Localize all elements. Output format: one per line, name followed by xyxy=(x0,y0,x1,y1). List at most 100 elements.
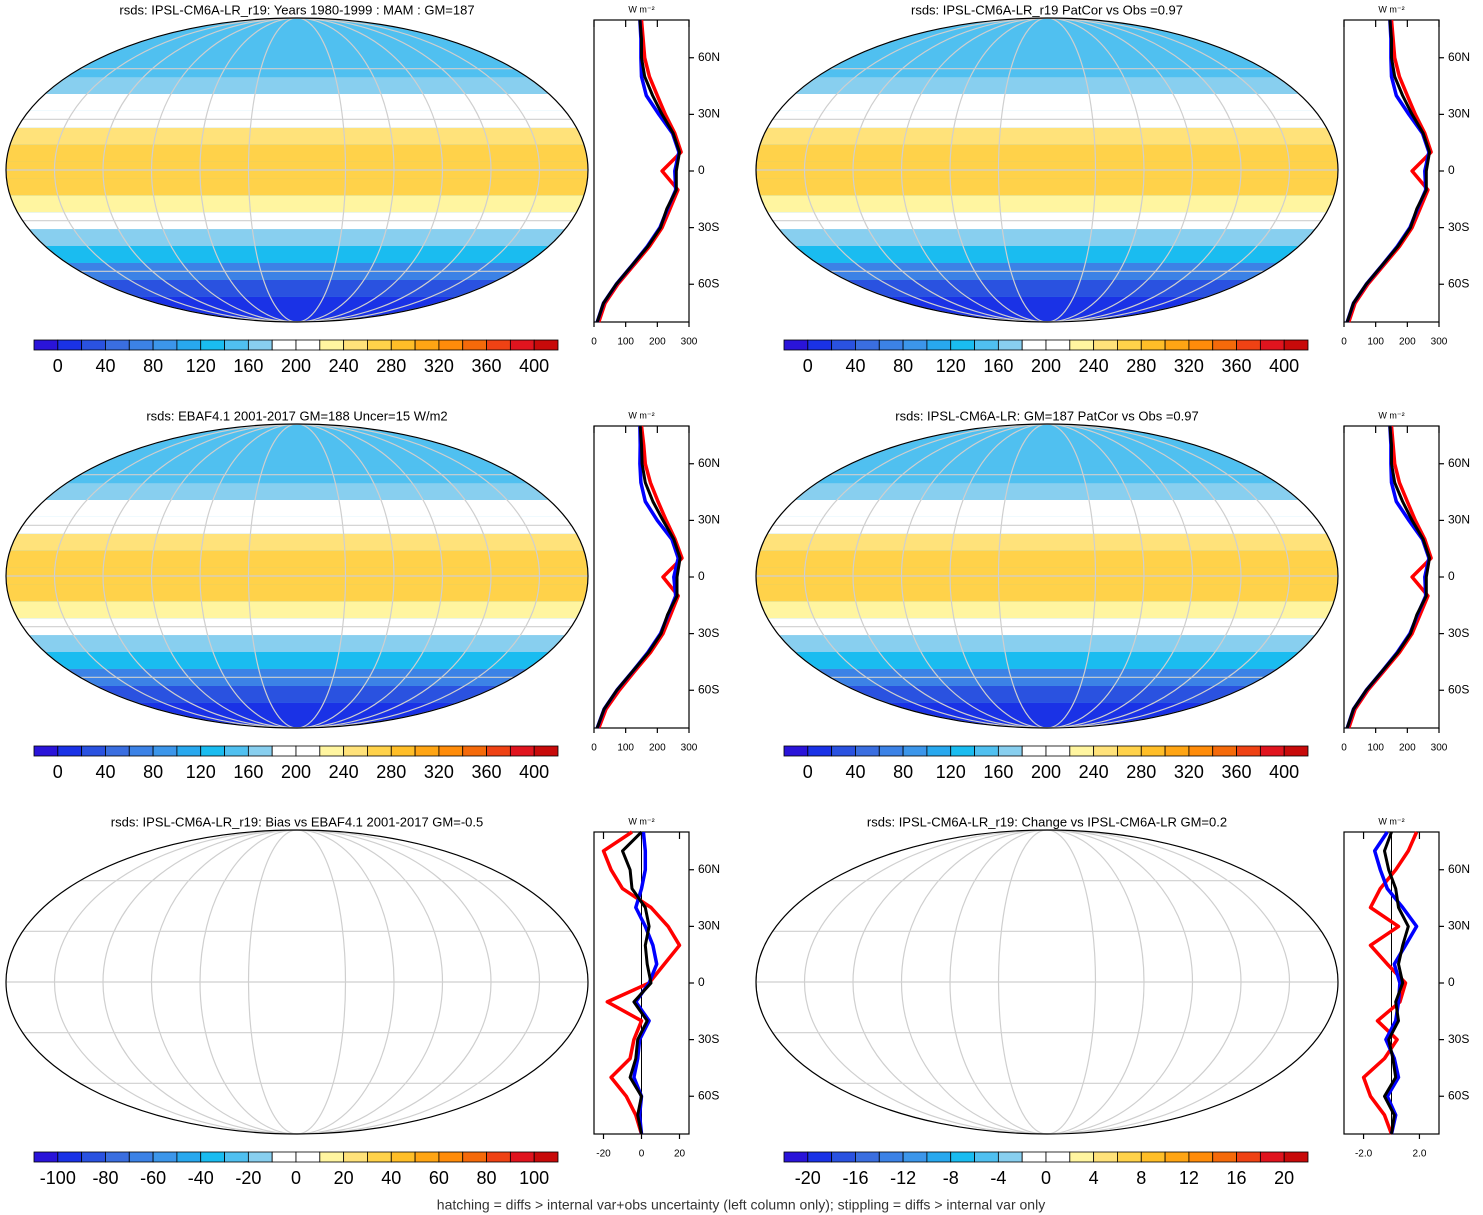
map-band xyxy=(6,195,588,213)
y-tick-label: 30S xyxy=(1448,1032,1469,1046)
colorbar-label: 0 xyxy=(291,1168,301,1188)
y-tick-label: 30N xyxy=(698,107,720,121)
panel: rsds: IPSL-CM6A-LR_r19: Change vs IPSL-C… xyxy=(755,814,1470,1188)
map-band xyxy=(6,939,588,957)
x-tick-label: 100 xyxy=(617,337,634,348)
colorbar-label: -60 xyxy=(140,1168,166,1188)
colorbar-box xyxy=(486,745,511,757)
profile-unit: W m⁻² xyxy=(628,816,654,826)
panel-title: rsds: EBAF4.1 2001-2017 GM=188 Uncer=15 … xyxy=(146,408,447,423)
colorbar-label: -4 xyxy=(990,1168,1006,1188)
y-tick-label: 30S xyxy=(698,220,719,234)
profile-line xyxy=(1345,425,1431,729)
colorbar-box xyxy=(1188,745,1214,757)
x-tick-label: 300 xyxy=(1431,337,1448,348)
map-band xyxy=(6,702,588,728)
colorbar-box xyxy=(1021,745,1047,757)
map-band xyxy=(756,1108,1338,1134)
colorbar-box xyxy=(783,339,809,351)
colorbar-box xyxy=(390,745,416,757)
colorbar-label: 280 xyxy=(376,762,406,782)
map-band xyxy=(6,533,588,551)
colorbar-box xyxy=(295,745,321,757)
colorbar-label: 160 xyxy=(233,762,263,782)
colorbar-box xyxy=(57,745,83,757)
colorbar-box xyxy=(319,339,345,351)
colorbar-box xyxy=(176,745,202,757)
colorbar-box xyxy=(319,1151,345,1163)
colorbar-label: 0 xyxy=(53,762,63,782)
colorbar-label: 240 xyxy=(1079,356,1109,376)
map-band xyxy=(756,601,1338,619)
x-tick-label: 200 xyxy=(649,337,666,348)
colorbar-box xyxy=(783,1151,809,1163)
map-border xyxy=(5,829,589,1135)
colorbar-box xyxy=(271,745,297,757)
panel-title: rsds: IPSL-CM6A-LR: GM=187 PatCor vs Obs… xyxy=(895,408,1198,423)
map-border xyxy=(755,829,1339,1135)
y-tick-label: 0 xyxy=(698,569,705,583)
x-tick-label: 300 xyxy=(681,337,698,348)
colorbar-box xyxy=(176,339,202,351)
colorbar-label: 120 xyxy=(936,356,966,376)
x-tick-label: 0 xyxy=(591,743,597,754)
colorbar-label: -20 xyxy=(795,1168,821,1188)
colorbar-box xyxy=(997,1151,1023,1163)
x-tick-label: 300 xyxy=(1431,743,1448,754)
colorbar-box xyxy=(105,339,130,351)
colorbar-box xyxy=(343,745,368,757)
x-tick-label: 200 xyxy=(1399,337,1416,348)
colorbar-label: 400 xyxy=(1269,762,1299,782)
x-tick-label: 100 xyxy=(617,743,634,754)
map-band xyxy=(756,1058,1338,1075)
x-tick-label: 2.0 xyxy=(1412,1149,1426,1160)
colorbar-label: 280 xyxy=(1126,762,1156,782)
colorbar-box xyxy=(462,745,487,757)
map-band xyxy=(6,889,588,906)
colorbar-box xyxy=(1212,745,1237,757)
colorbar-box xyxy=(367,339,392,351)
y-tick-label: 30N xyxy=(1448,919,1470,933)
colorbar-box xyxy=(1045,339,1071,351)
colorbar-label: 360 xyxy=(472,762,502,782)
colorbar-box xyxy=(1117,1151,1142,1163)
colorbar-label: 120 xyxy=(186,356,216,376)
colorbar-label: 200 xyxy=(1031,762,1061,782)
colorbar-box xyxy=(128,339,154,351)
colorbar-box xyxy=(81,339,106,351)
map-border xyxy=(5,423,589,729)
colorbar-label: 40 xyxy=(381,1168,401,1188)
colorbar-box xyxy=(33,745,59,757)
colorbar-box xyxy=(1069,1151,1095,1163)
map-band xyxy=(6,652,588,669)
panel: rsds: IPSL-CM6A-LR_r19: Years 1980-1999 … xyxy=(5,2,720,376)
x-tick-label: 100 xyxy=(1367,743,1384,754)
colorbar-box xyxy=(33,1151,59,1163)
map-band xyxy=(6,43,588,61)
colorbar-box xyxy=(1117,745,1142,757)
map-band xyxy=(6,229,588,246)
y-tick-label: 0 xyxy=(1448,975,1455,989)
colorbar-label: 16 xyxy=(1227,1168,1247,1188)
map-band xyxy=(6,279,588,297)
x-tick-label: 0 xyxy=(1341,743,1347,754)
colorbar-label: 240 xyxy=(1079,762,1109,782)
colorbar-box xyxy=(1021,1151,1047,1163)
colorbar-box xyxy=(878,745,904,757)
map-band xyxy=(756,1007,1338,1025)
colorbar-box xyxy=(81,1151,106,1163)
colorbar-box xyxy=(509,339,535,351)
colorbar-box xyxy=(105,745,130,757)
colorbar-label: 320 xyxy=(424,356,454,376)
map-band xyxy=(6,855,588,873)
colorbar-label: -20 xyxy=(235,1168,261,1188)
map-band xyxy=(756,635,1338,652)
y-tick-label: 30S xyxy=(1448,220,1469,234)
colorbar-box xyxy=(1283,1151,1309,1163)
map-band xyxy=(756,279,1338,297)
colorbar-box xyxy=(1093,745,1118,757)
colorbar-box xyxy=(926,339,952,351)
map-band xyxy=(6,601,588,619)
colorbar-label: 80 xyxy=(893,356,913,376)
